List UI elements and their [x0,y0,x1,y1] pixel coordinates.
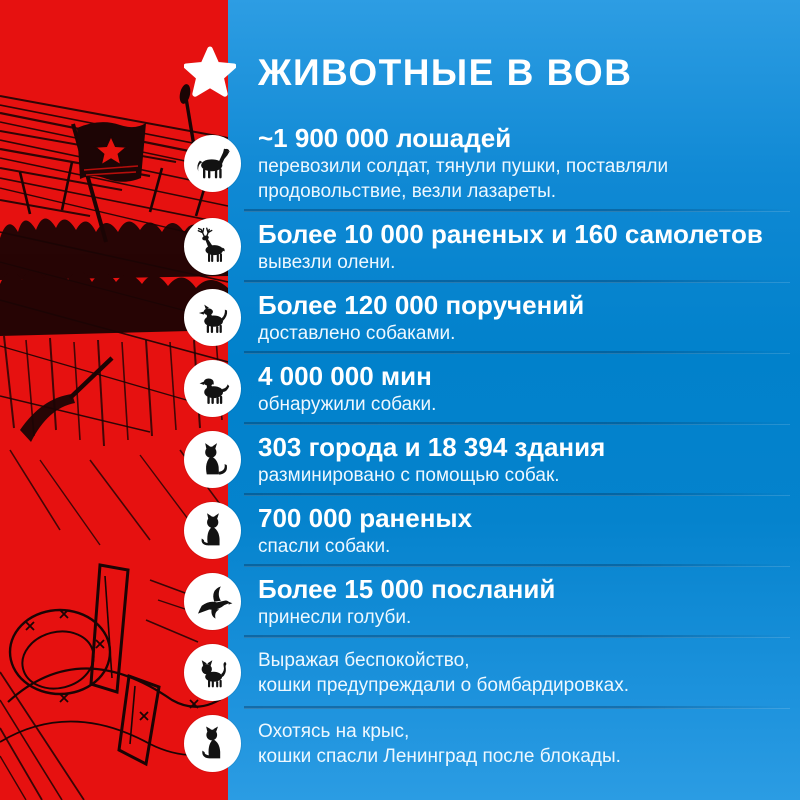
dog-icon [184,360,241,417]
fact-body-line: продовольствие, везли лазареты. [258,181,557,202]
fact-heading: Более 15 000 посланий [258,573,556,604]
horse-icon [184,135,241,192]
cat-icon [184,644,241,701]
star-icon [183,46,237,98]
list-item-deer: Более 10 000 раненых и 160 самолетов выв… [184,211,798,283]
fact-heading: 700 000 раненых [258,502,473,533]
battle-engraving-illustration [0,84,228,800]
fact-body-line: спасли собаки. [258,535,391,557]
fact-body-line: обнаружили собаки. [258,393,437,415]
fact-heading: 4 000 000 мин [258,360,432,391]
list-item-dog-mines: 4 000 000 мин обнаружили собаки. [184,353,798,425]
list-item-dog-messages: Более 120 000 поручений доставлено собак… [184,282,798,354]
fact-body-line: принесли голуби. [258,606,412,628]
fact-body-line: Выражая беспокойство, [258,649,470,671]
list-item-cat-rescue: 700 000 раненых спасли собаки. [184,495,798,567]
page-title: ЖИВОТНЫЕ В ВОВ [258,52,633,93]
facts-list: ~1 900 000 лошадей перевозили солдат, тя… [184,116,798,779]
fact-heading: Более 120 000 поручений [258,289,585,320]
cat-icon [184,502,241,559]
fact-body-line: доставлено собаками. [258,322,456,344]
fact-heading: 303 города и 18 394 здания [258,431,606,462]
list-item-cat-demining: 303 города и 18 394 здания разминировано… [184,424,798,496]
fact-body-line: кошки спасли Ленинград после блокады. [258,745,621,767]
fact-body-line: кошки предупреждали о бомбардировках. [258,674,629,696]
fact-heading: ~1 900 000 лошадей [258,123,512,153]
fact-body-line: перевозили солдат, тянули пушки, поставл… [258,156,669,177]
list-item-horses: ~1 900 000 лошадей перевозили солдат, тя… [184,116,798,212]
dove-icon [184,573,241,630]
cat-icon [184,715,241,772]
list-item-cat-warning: Выражая беспокойство, кошки предупреждал… [184,637,798,709]
fact-body-line: разминировано с помощью собак. [258,464,560,486]
deer-icon [184,218,241,275]
fact-heading: Более 10 000 раненых и 160 самолетов [258,218,763,249]
fact-body-line: вывезли олени. [258,251,396,273]
list-item-dove: Более 15 000 посланий принесли голуби. [184,566,798,638]
fact-body-line: Охотясь на крыс, [258,720,410,742]
cat-icon [184,431,241,488]
dog-icon [184,289,241,346]
list-item-cat-leningrad: Охотясь на крыс, кошки спасли Ленинград … [184,708,798,779]
